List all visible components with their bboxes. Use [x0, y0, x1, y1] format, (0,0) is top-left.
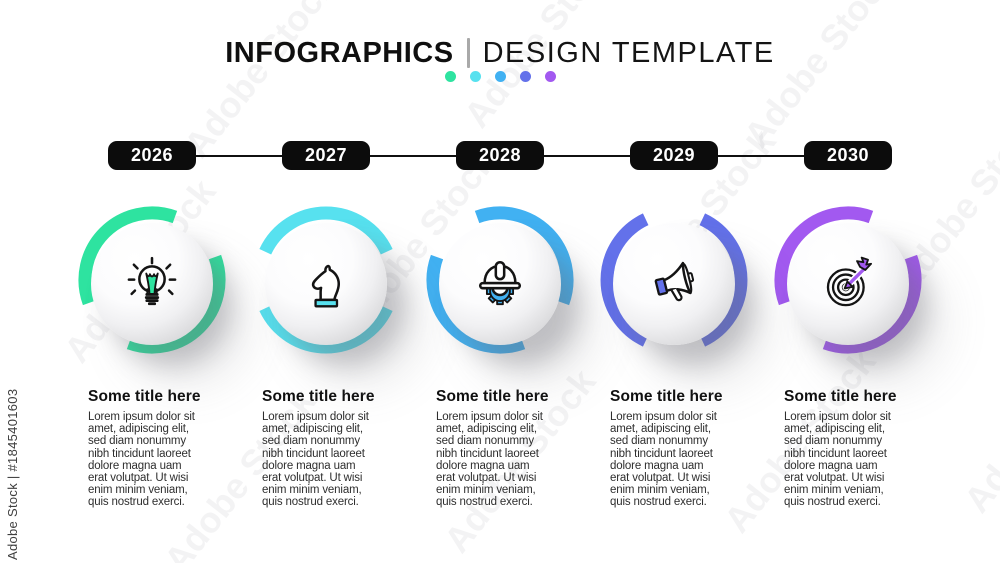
timeline: 2026 2027 2028 2029 2030 [65, 141, 935, 171]
accent-dot-cyan [469, 71, 481, 82]
target-arrow-icon [826, 256, 873, 307]
hardhat-gear-icon [478, 260, 522, 306]
accent-dot-blue [494, 71, 506, 82]
timeline-columns: Some title here Lorem ipsum dolor sit am… [65, 205, 935, 509]
year-pill-2030: 2030 [804, 141, 892, 170]
title-separator [466, 38, 470, 68]
sphere [439, 223, 561, 345]
column-body: Lorem ipsum dolor sit amet, adipiscing e… [610, 411, 717, 509]
sphere [613, 223, 735, 345]
column-body: Lorem ipsum dolor sit amet, adipiscing e… [262, 411, 369, 509]
accent-dots [0, 71, 1000, 82]
column-2026: Some title here Lorem ipsum dolor sit am… [65, 205, 239, 509]
column-2030: Some title here Lorem ipsum dolor sit am… [761, 205, 935, 509]
column-graphic [587, 205, 761, 357]
column-body: Lorem ipsum dolor sit amet, adipiscing e… [88, 411, 195, 509]
accent-dot-green [444, 71, 456, 82]
column-text: Some title here Lorem ipsum dolor sit am… [88, 388, 220, 509]
year-pill-2026: 2026 [108, 141, 196, 170]
stock-id-bar: Adobe Stock | #1845401603 [5, 388, 20, 560]
year-pill-2029: 2029 [630, 141, 718, 170]
column-text: Some title here Lorem ipsum dolor sit am… [436, 388, 568, 509]
column-text: Some title here Lorem ipsum dolor sit am… [262, 388, 394, 509]
progress-ring [259, 206, 393, 354]
column-text: Some title here Lorem ipsum dolor sit am… [610, 388, 742, 509]
chess-knight-icon [311, 264, 341, 308]
column-title: Some title here [436, 388, 549, 405]
column-title: Some title here [88, 388, 201, 405]
page-title: INFOGRAPHICS DESIGN TEMPLATE [0, 36, 1000, 70]
title-main: INFOGRAPHICS [225, 36, 454, 69]
column-2027: Some title here Lorem ipsum dolor sit am… [239, 205, 413, 509]
sphere [91, 223, 213, 345]
progress-ring [78, 206, 226, 354]
column-title: Some title here [610, 388, 723, 405]
column-title: Some title here [262, 388, 375, 405]
column-body: Lorem ipsum dolor sit amet, adipiscing e… [784, 411, 891, 509]
progress-ring [426, 206, 574, 354]
progress-ring [774, 206, 922, 354]
year-pill-2027: 2027 [282, 141, 370, 170]
watermark-text: Adobe Stock [955, 321, 1000, 521]
title-sub: DESIGN TEMPLATE [482, 36, 775, 69]
megaphone-icon [654, 261, 695, 302]
column-2028: Some title here Lorem ipsum dolor sit am… [413, 205, 587, 509]
column-body: Lorem ipsum dolor sit amet, adipiscing e… [436, 411, 543, 509]
column-graphic [65, 205, 239, 357]
progress-ring [600, 213, 748, 347]
column-graphic [413, 205, 587, 357]
sphere [787, 223, 909, 345]
column-title: Some title here [784, 388, 897, 405]
accent-dot-purple [544, 71, 556, 82]
lightbulb-icon [127, 256, 177, 306]
column-graphic [761, 205, 935, 357]
column-graphic [239, 205, 413, 357]
column-2029: Some title here Lorem ipsum dolor sit am… [587, 205, 761, 509]
year-pill-2028: 2028 [456, 141, 544, 170]
column-text: Some title here Lorem ipsum dolor sit am… [784, 388, 916, 509]
accent-dot-indigo [519, 71, 531, 82]
sphere [265, 223, 387, 345]
